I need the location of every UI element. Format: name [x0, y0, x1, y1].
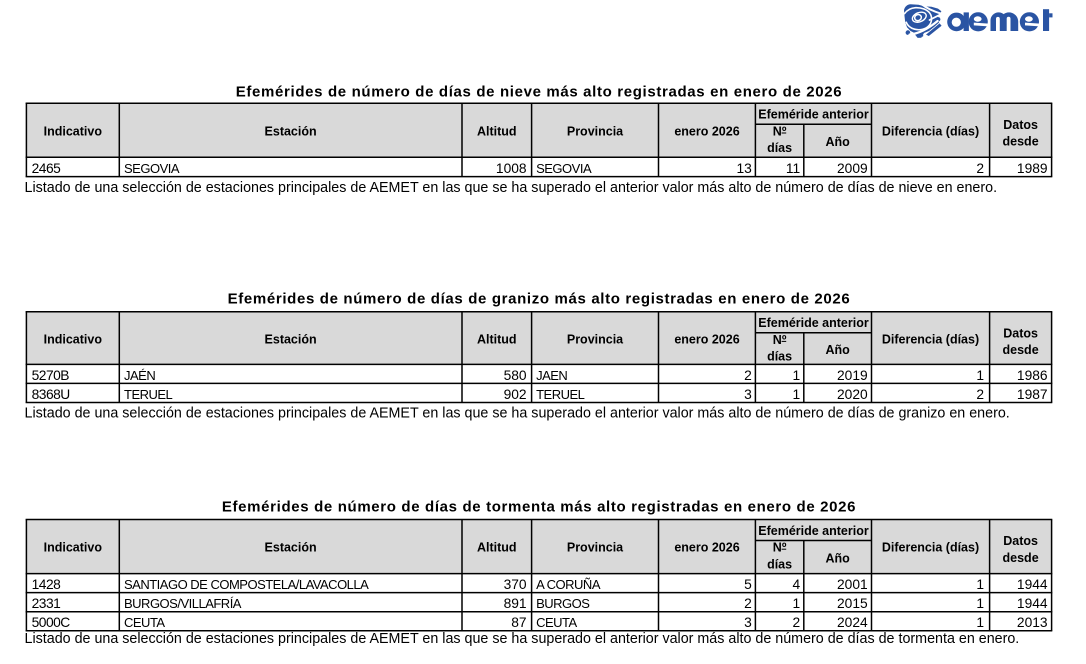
svg-text:Indicativo: Indicativo [44, 333, 103, 347]
svg-text:Provincia: Provincia [567, 541, 624, 555]
svg-text:2024: 2024 [837, 615, 868, 630]
svg-text:desde: desde [1003, 135, 1039, 149]
svg-text:891: 891 [504, 596, 527, 611]
svg-text:3: 3 [744, 615, 752, 630]
svg-text:1989: 1989 [1017, 161, 1048, 176]
svg-text:902: 902 [504, 387, 527, 402]
svg-text:enero 2026: enero 2026 [674, 333, 739, 347]
svg-text:87: 87 [511, 615, 526, 630]
svg-text:5000C: 5000C [32, 615, 71, 630]
svg-text:Indicativo: Indicativo [44, 124, 103, 138]
svg-text:2331: 2331 [32, 596, 61, 611]
svg-text:2001: 2001 [837, 577, 868, 592]
svg-text:1: 1 [793, 368, 801, 383]
svg-text:Listado de una selección de es: Listado de una selección de estaciones p… [25, 180, 998, 196]
svg-text:Altitud: Altitud [477, 541, 517, 555]
svg-text:5: 5 [744, 577, 752, 592]
svg-text:BURGOS: BURGOS [536, 596, 590, 611]
svg-text:CEUTA: CEUTA [536, 615, 577, 630]
svg-text:enero 2026: enero 2026 [674, 124, 739, 138]
svg-text:1: 1 [976, 368, 984, 383]
svg-text:desde: desde [1003, 343, 1039, 357]
svg-text:Efemérides de número de días d: Efemérides de número de días de nieve má… [236, 84, 842, 101]
svg-text:13: 13 [736, 161, 752, 176]
svg-text:2: 2 [744, 596, 752, 611]
svg-text:Altitud: Altitud [477, 333, 517, 347]
svg-text:1944: 1944 [1017, 577, 1048, 592]
svg-text:2: 2 [793, 615, 801, 630]
svg-text:BURGOS/VILLAFRÍA: BURGOS/VILLAFRÍA [124, 596, 242, 611]
svg-text:3: 3 [744, 387, 752, 402]
svg-text:TERUEL: TERUEL [124, 387, 173, 402]
svg-text:Provincia: Provincia [567, 124, 624, 138]
svg-text:TERUEL: TERUEL [536, 387, 585, 402]
svg-text:Indicativo: Indicativo [44, 541, 103, 555]
svg-text:2015: 2015 [837, 596, 868, 611]
svg-text:Nº: Nº [773, 541, 787, 555]
svg-text:Diferencia (días): Diferencia (días) [882, 541, 979, 555]
svg-text:JAÉN: JAÉN [124, 368, 155, 383]
svg-text:días: días [767, 557, 792, 571]
svg-text:5270B: 5270B [32, 368, 70, 383]
svg-text:Año: Año [825, 551, 850, 565]
svg-text:días: días [767, 141, 792, 155]
svg-text:CEUTA: CEUTA [124, 615, 165, 630]
svg-text:Efemérides de número de días d: Efemérides de número de días de tormenta… [222, 499, 856, 516]
svg-text:8368U: 8368U [32, 387, 70, 402]
svg-text:4: 4 [793, 577, 801, 592]
svg-text:SANTIAGO DE COMPOSTELA/LAVACOL: SANTIAGO DE COMPOSTELA/LAVACOLLA [124, 577, 369, 592]
svg-text:Estación: Estación [265, 124, 317, 138]
svg-text:2020: 2020 [837, 387, 868, 402]
svg-text:Efemérides de número de días d: Efemérides de número de días de granizo … [228, 290, 851, 307]
svg-text:Estación: Estación [265, 333, 317, 347]
svg-text:Datos: Datos [1003, 118, 1038, 132]
svg-text:Provincia: Provincia [567, 333, 624, 347]
svg-text:2465: 2465 [32, 161, 62, 176]
svg-text:11: 11 [786, 161, 800, 176]
svg-text:2: 2 [976, 161, 984, 176]
svg-text:370: 370 [504, 577, 527, 592]
svg-text:1944: 1944 [1017, 596, 1048, 611]
svg-text:1428: 1428 [32, 577, 62, 592]
svg-text:1: 1 [793, 596, 801, 611]
svg-text:1986: 1986 [1017, 368, 1048, 383]
svg-text:Nº: Nº [773, 333, 787, 347]
svg-text:1: 1 [793, 387, 801, 402]
svg-text:1987: 1987 [1017, 387, 1048, 402]
svg-text:2009: 2009 [837, 161, 868, 176]
svg-text:2019: 2019 [837, 368, 868, 383]
svg-text:días: días [767, 350, 792, 364]
svg-text:desde: desde [1003, 551, 1039, 565]
svg-text:Estación: Estación [265, 541, 317, 555]
svg-text:2: 2 [744, 368, 752, 383]
svg-text:Efeméride anterior: Efeméride anterior [758, 108, 869, 122]
svg-text:Año: Año [825, 343, 850, 357]
svg-text:Datos: Datos [1003, 326, 1038, 340]
svg-text:2: 2 [976, 387, 984, 402]
svg-text:SEGOVIA: SEGOVIA [124, 161, 180, 176]
svg-text:Datos: Datos [1003, 534, 1038, 548]
svg-text:1: 1 [976, 596, 984, 611]
svg-text:Efeméride anterior: Efeméride anterior [758, 524, 869, 538]
svg-text:580: 580 [504, 368, 527, 383]
svg-text:1008: 1008 [496, 161, 527, 176]
svg-text:Listado de una selección de es: Listado de una selección de estaciones p… [25, 406, 1010, 422]
svg-text:JAEN: JAEN [536, 368, 567, 383]
svg-text:1: 1 [976, 577, 984, 592]
svg-text:Nº: Nº [773, 125, 787, 139]
svg-text:2013: 2013 [1017, 615, 1048, 630]
svg-text:SEGOVIA: SEGOVIA [536, 161, 592, 176]
svg-text:Diferencia (días): Diferencia (días) [882, 333, 979, 347]
svg-text:A CORUÑA: A CORUÑA [536, 577, 601, 592]
svg-text:Año: Año [825, 135, 850, 149]
svg-text:Altitud: Altitud [477, 124, 517, 138]
svg-text:enero 2026: enero 2026 [674, 541, 739, 555]
svg-text:Diferencia (días): Diferencia (días) [882, 124, 979, 138]
svg-text:Efeméride anterior: Efeméride anterior [758, 316, 869, 330]
svg-text:1: 1 [976, 615, 984, 630]
svg-text:Listado de una selección de es: Listado de una selección de estaciones p… [25, 631, 1020, 647]
